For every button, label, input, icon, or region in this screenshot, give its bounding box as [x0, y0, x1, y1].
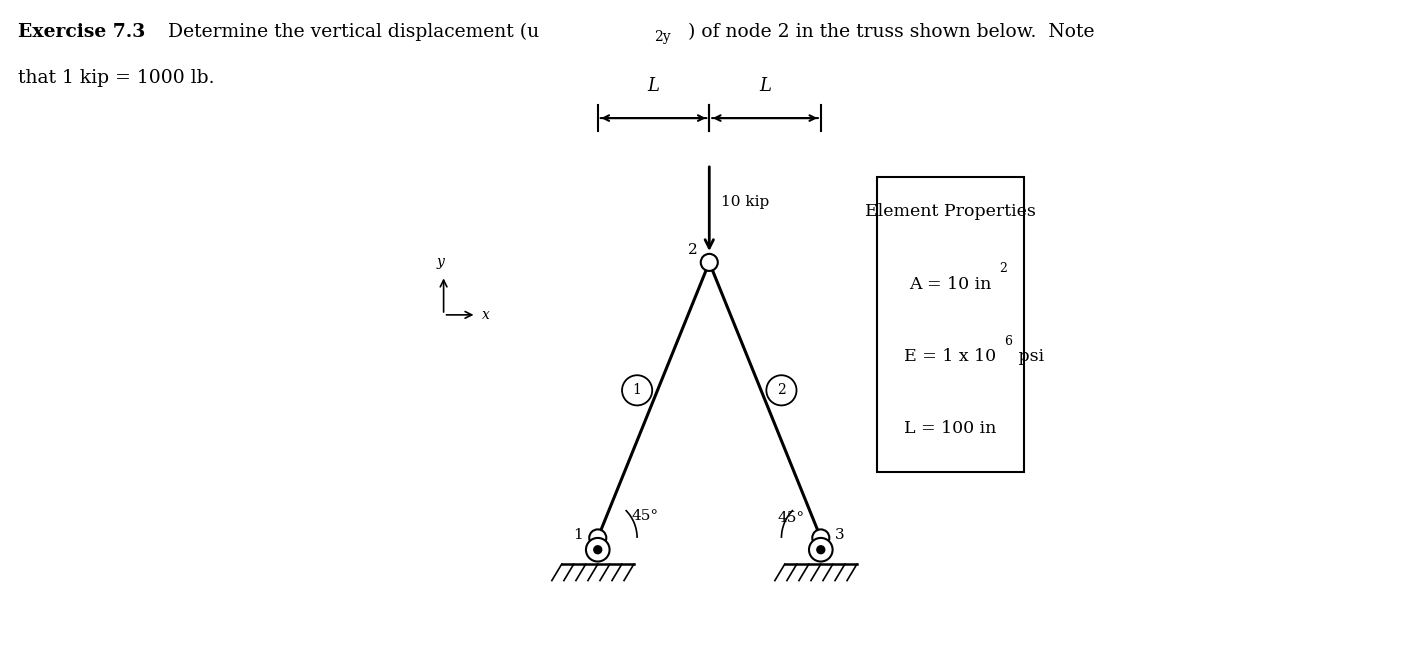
Text: L = 100 in: L = 100 in	[904, 420, 997, 437]
Text: 1: 1	[633, 383, 641, 398]
Circle shape	[623, 375, 652, 405]
Text: L: L	[760, 77, 771, 95]
Text: 10 kip: 10 kip	[722, 195, 770, 209]
Circle shape	[767, 375, 796, 405]
Text: Determine the vertical displacement (u: Determine the vertical displacement (u	[162, 23, 539, 41]
Text: 2: 2	[1000, 262, 1007, 276]
Circle shape	[700, 254, 717, 271]
Text: 3: 3	[836, 527, 844, 542]
Circle shape	[812, 529, 829, 546]
Circle shape	[594, 546, 602, 554]
Text: 6: 6	[1004, 335, 1012, 348]
Circle shape	[586, 538, 610, 562]
Text: L: L	[648, 77, 659, 95]
Text: ) of node 2 in the truss shown below.  Note: ) of node 2 in the truss shown below. No…	[688, 23, 1094, 41]
Text: A = 10 in: A = 10 in	[909, 276, 991, 293]
Text: 45°: 45°	[778, 511, 805, 525]
Circle shape	[809, 538, 833, 562]
Text: psi: psi	[1012, 348, 1043, 365]
Circle shape	[589, 529, 606, 546]
Text: 1: 1	[573, 527, 583, 542]
Text: E = 1 x 10: E = 1 x 10	[904, 348, 997, 365]
Text: y: y	[436, 255, 445, 269]
Circle shape	[818, 546, 825, 554]
Text: 45°: 45°	[631, 509, 658, 523]
Text: Exercise 7.3: Exercise 7.3	[18, 23, 145, 41]
Text: x: x	[481, 308, 490, 322]
Text: 2: 2	[777, 383, 786, 398]
Text: 2: 2	[688, 243, 698, 257]
Text: 2y: 2y	[654, 30, 671, 43]
Text: Element Properties: Element Properties	[866, 203, 1036, 220]
Bar	[877, 177, 1024, 472]
Text: that 1 kip = 1000 lb.: that 1 kip = 1000 lb.	[18, 69, 215, 87]
